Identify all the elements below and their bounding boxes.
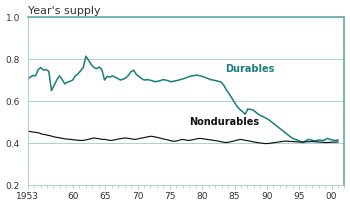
Text: Nondurables: Nondurables: [189, 116, 259, 126]
Text: Durables: Durables: [225, 64, 274, 74]
Text: Year's supply: Year's supply: [28, 6, 100, 15]
